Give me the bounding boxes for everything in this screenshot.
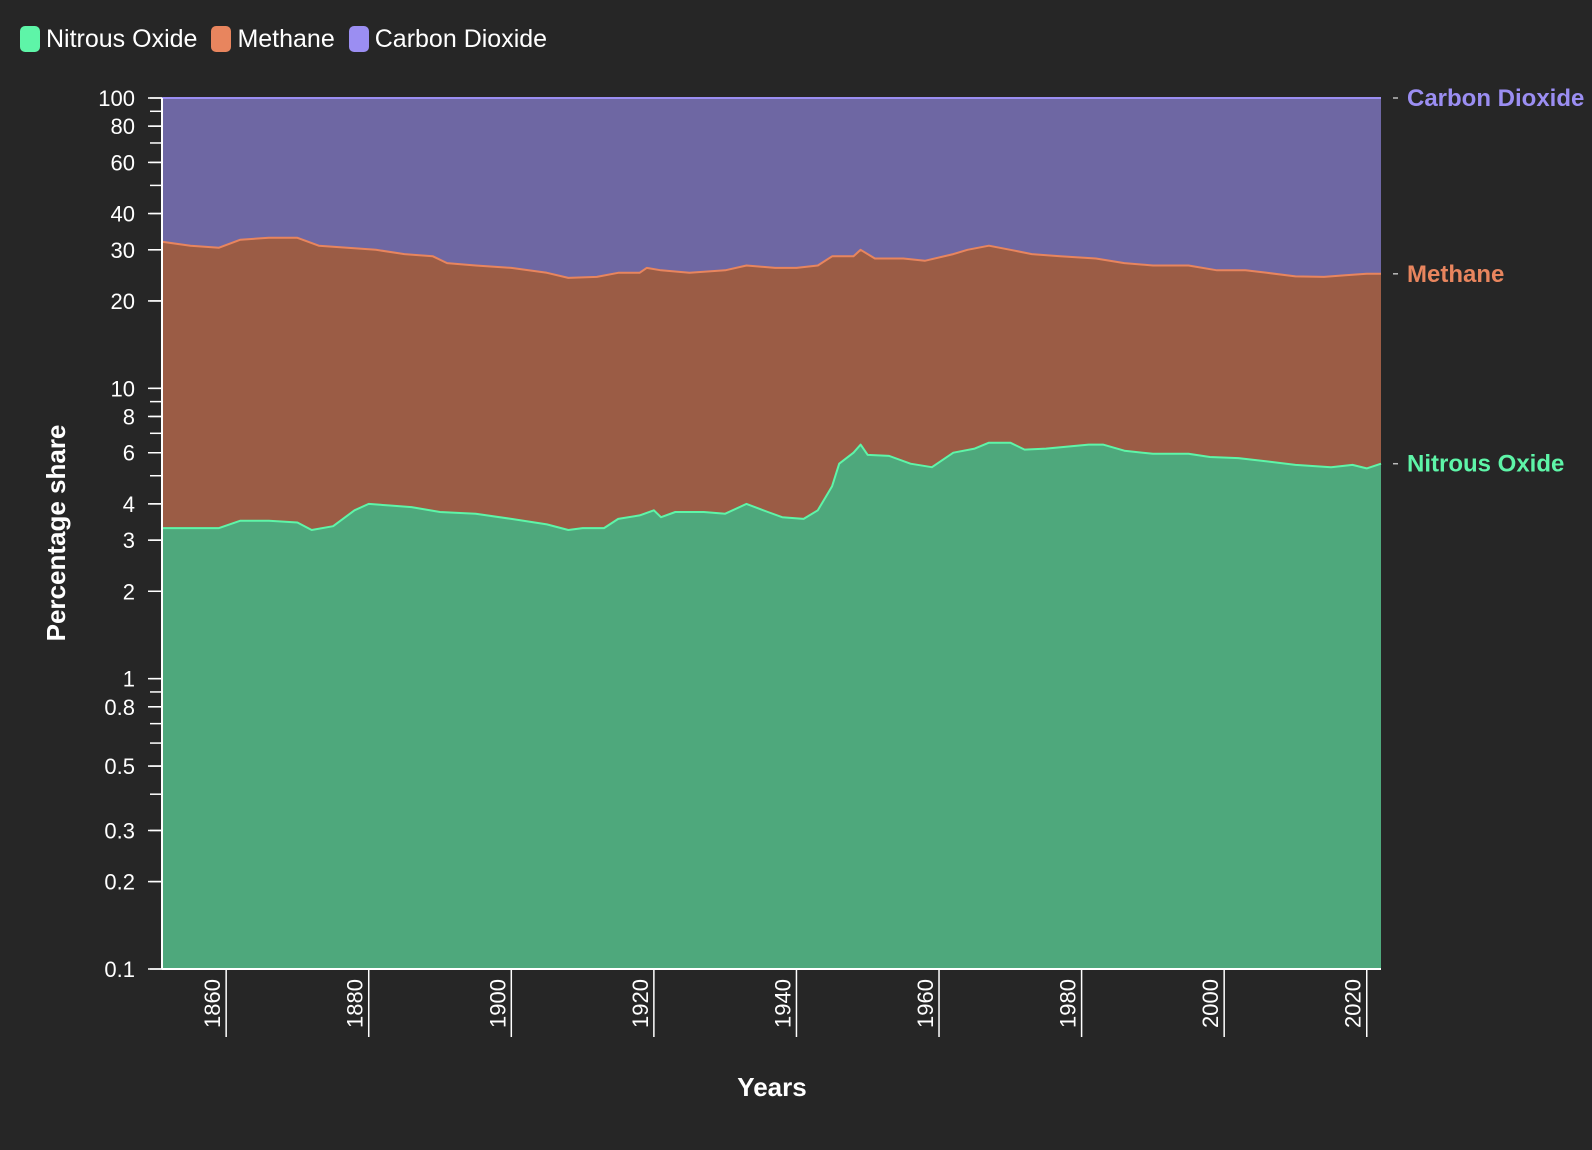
legend-item-nitrous-oxide[interactable]: Nitrous Oxide bbox=[20, 25, 197, 54]
x-axis-title: Years bbox=[737, 1072, 806, 1102]
end-label-carbon-dioxide: Carbon Dioxide bbox=[1407, 85, 1584, 112]
chart-axes: 0.1 0.2 0.3 0.5 0.8 1 2 3 4 6 8 10 20 30 40 60 80 100 1860… bbox=[98, 86, 1381, 1037]
y-tick-label: 20 bbox=[111, 289, 135, 314]
x-tick-label: 2020 bbox=[1341, 979, 1366, 1028]
x-tick-label: 1900 bbox=[485, 979, 510, 1028]
chart-end-labels: Nitrous Oxide Methane Carbon Dioxide bbox=[1393, 85, 1584, 478]
x-tick-label: 1960 bbox=[913, 979, 938, 1028]
legend-label-methane: Methane bbox=[237, 24, 335, 53]
y-tick-label: 1 bbox=[123, 667, 135, 692]
x-tick-label: 1860 bbox=[200, 979, 225, 1028]
legend-item-methane[interactable]: Methane bbox=[211, 24, 335, 54]
y-tick-label: 0.8 bbox=[104, 695, 135, 720]
y-tick-label: 6 bbox=[123, 441, 135, 466]
chart-series-lines bbox=[161, 97, 1382, 531]
y-tick-label: 40 bbox=[111, 202, 135, 227]
x-tick-label: 1880 bbox=[343, 979, 368, 1028]
legend-label-nitrous-oxide: Nitrous Oxide bbox=[46, 24, 198, 53]
y-tick-label: 4 bbox=[123, 492, 135, 517]
x-tick-label: 1920 bbox=[628, 979, 653, 1028]
y-tick-label: 3 bbox=[123, 528, 135, 553]
y-tick-label: 2 bbox=[123, 579, 135, 604]
legend-swatch-methane bbox=[211, 26, 232, 52]
y-tick-label: 8 bbox=[123, 404, 135, 429]
end-label-nitrous-oxide: Nitrous Oxide bbox=[1407, 451, 1564, 478]
x-tick-label: 1980 bbox=[1056, 979, 1081, 1028]
y-tick-label: 10 bbox=[111, 376, 135, 401]
y-tick-label: 30 bbox=[111, 238, 135, 263]
legend-swatch-carbon-dioxide bbox=[348, 26, 369, 52]
line-nitrous-oxide bbox=[162, 441, 1382, 531]
legend-swatch-nitrous-oxide bbox=[20, 26, 40, 52]
area-nitrous-oxide bbox=[162, 442, 1381, 969]
end-label-methane: Methane bbox=[1407, 261, 1504, 288]
legend: Nitrous Oxide Methane Carbon Dioxide bbox=[20, 22, 547, 56]
x-tick-label: 1940 bbox=[771, 979, 796, 1028]
y-tick-label: 0.2 bbox=[104, 870, 135, 895]
y-axis-title: Percentage share bbox=[41, 425, 71, 642]
y-tick-label: 60 bbox=[111, 150, 135, 175]
legend-item-carbon-dioxide[interactable]: Carbon Dioxide bbox=[348, 24, 548, 54]
legend-label-carbon-dioxide: Carbon Dioxide bbox=[374, 24, 548, 53]
x-tick-label: 2000 bbox=[1198, 979, 1223, 1028]
y-tick-label: 100 bbox=[98, 86, 135, 111]
y-tick-label: 0.5 bbox=[104, 754, 135, 779]
y-tick-label: 80 bbox=[111, 114, 135, 139]
line-methane bbox=[161, 236, 1381, 279]
y-tick-label: 0.3 bbox=[104, 818, 135, 843]
chart-areas bbox=[162, 98, 1381, 970]
y-tick-label: 0.1 bbox=[104, 957, 135, 982]
